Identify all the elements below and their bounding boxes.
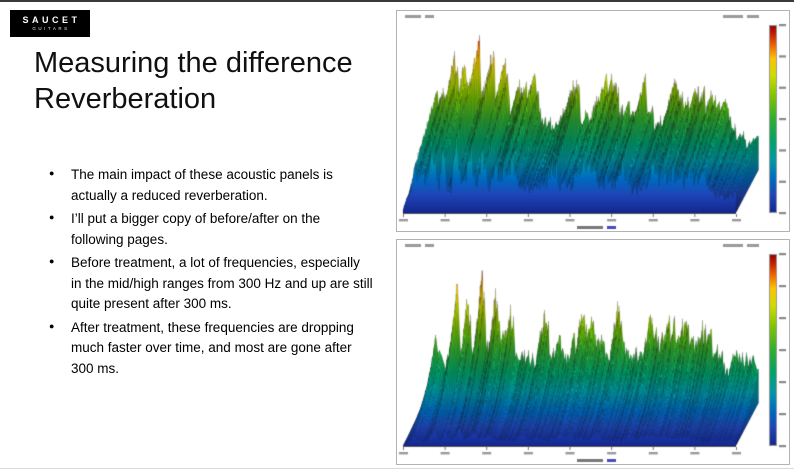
list-item: ● Before treatment, a lot of frequencies…	[48, 253, 374, 315]
waterfall-chart-after-treatment	[397, 240, 789, 464]
chart-panel-after-treatment	[396, 239, 790, 465]
chart-panel-before-treatment	[396, 10, 790, 232]
page-title-line-1: Measuring the difference	[34, 47, 353, 79]
bullet-marker: ●	[49, 212, 55, 223]
list-item: ● I’ll put a bigger copy of before/after…	[48, 209, 374, 250]
list-item: ● After treatment, these frequencies are…	[48, 318, 374, 380]
bullet-marker: ●	[49, 320, 55, 331]
saucet-guitars-logo: SAUCET GUITARS	[10, 10, 90, 37]
bullet-text: After treatment, these frequencies are d…	[71, 319, 354, 376]
logo-secondary-text: GUITARS	[32, 26, 70, 31]
bullet-text: Before treatment, a lot of frequencies, …	[71, 255, 373, 312]
bullet-text: I’ll put a bigger copy of before/after o…	[71, 211, 321, 247]
logo-primary-text: SAUCET	[22, 15, 81, 25]
bullet-list: ● The main impact of these acoustic pane…	[48, 165, 374, 382]
page-title-line-2: Reverberation	[34, 82, 217, 115]
bullet-marker: ●	[49, 256, 55, 267]
waterfall-chart-before-treatment	[397, 11, 789, 231]
page-title: Measuring the difference Reverberation	[34, 46, 353, 118]
list-item: ● The main impact of these acoustic pane…	[48, 165, 374, 206]
bullet-marker: ●	[49, 168, 55, 178]
bullet-text: The main impact of these acoustic panels…	[71, 167, 333, 203]
